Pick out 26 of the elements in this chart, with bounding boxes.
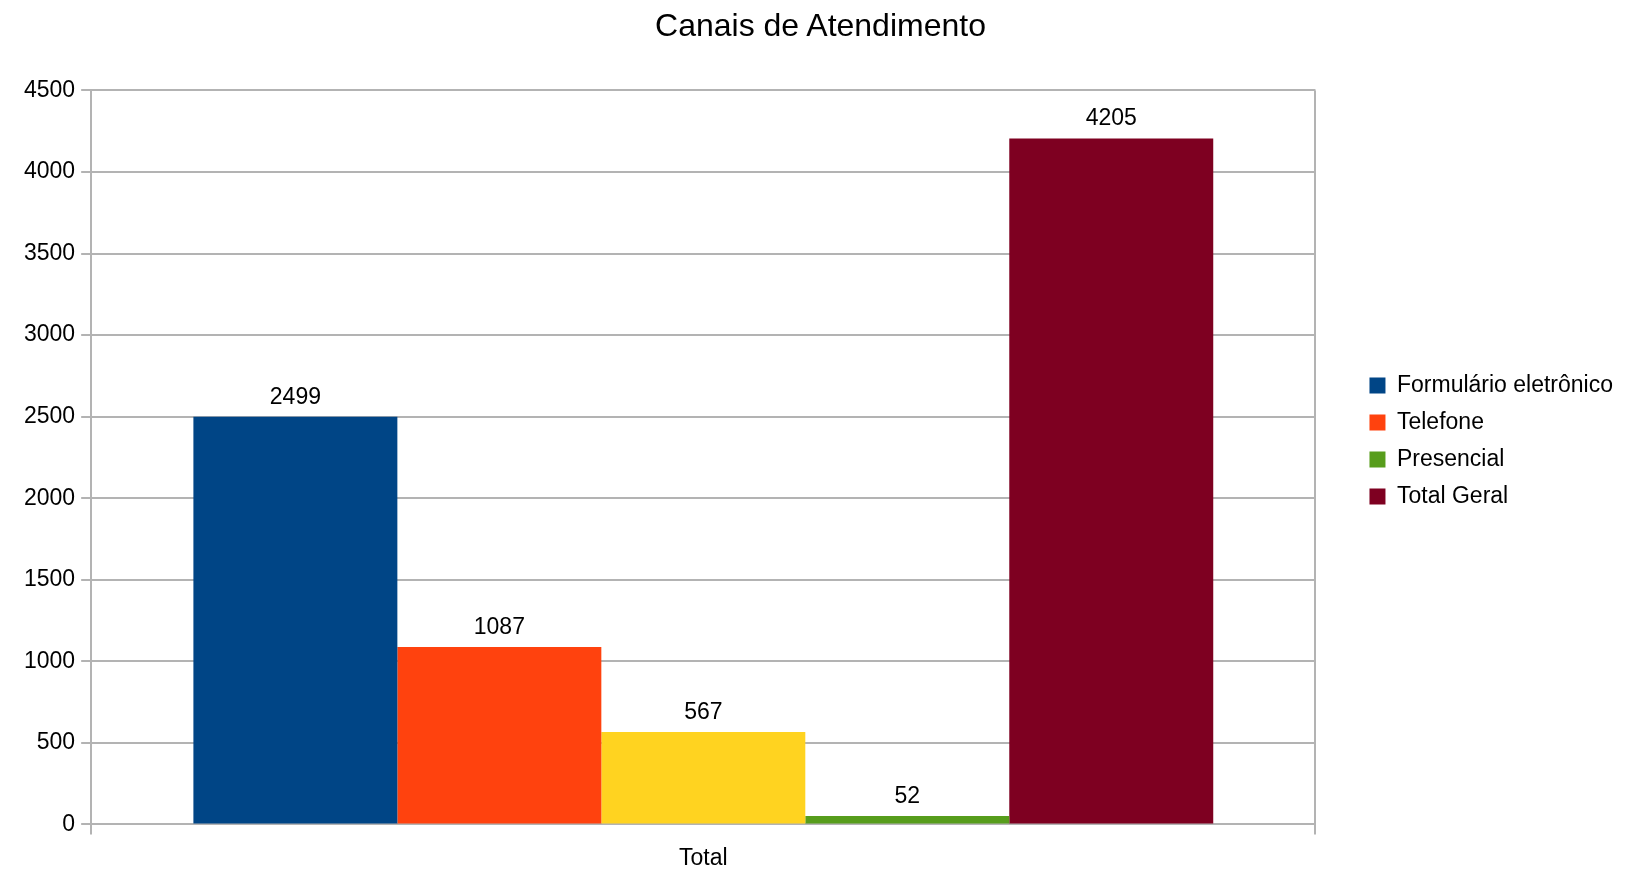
y-tick-label: 3000	[23, 320, 76, 347]
bar	[1009, 138, 1214, 824]
legend-label: Total Geral	[1396, 481, 1509, 508]
data-label: 2499	[269, 382, 321, 409]
y-tick-label: 1500	[23, 565, 76, 592]
data-label: 567	[684, 697, 723, 724]
data-label: 52	[894, 781, 921, 808]
y-tick-label: 4500	[23, 75, 76, 102]
bar	[805, 815, 1010, 824]
y-tick-label: 0	[62, 809, 76, 836]
y-tick-label: 500	[36, 728, 76, 755]
bar	[193, 416, 398, 824]
chart-title: Canais de Atendimento	[655, 7, 986, 44]
y-tick-label: 2000	[23, 483, 76, 510]
legend-label: Presencial	[1396, 444, 1505, 471]
legend-label: Formulário eletrônico	[1396, 370, 1613, 397]
bar	[601, 731, 806, 824]
data-label: 1087	[473, 612, 525, 639]
legend-label: Telefone	[1396, 407, 1484, 434]
data-label: 4205	[1085, 104, 1137, 131]
y-tick-label: 4000	[23, 157, 76, 184]
y-tick-label: 3500	[23, 238, 76, 265]
bar	[397, 647, 602, 824]
x-tick-label: Total	[679, 843, 728, 870]
y-tick-label: 2500	[23, 401, 76, 428]
y-tick-label: 1000	[23, 646, 76, 673]
